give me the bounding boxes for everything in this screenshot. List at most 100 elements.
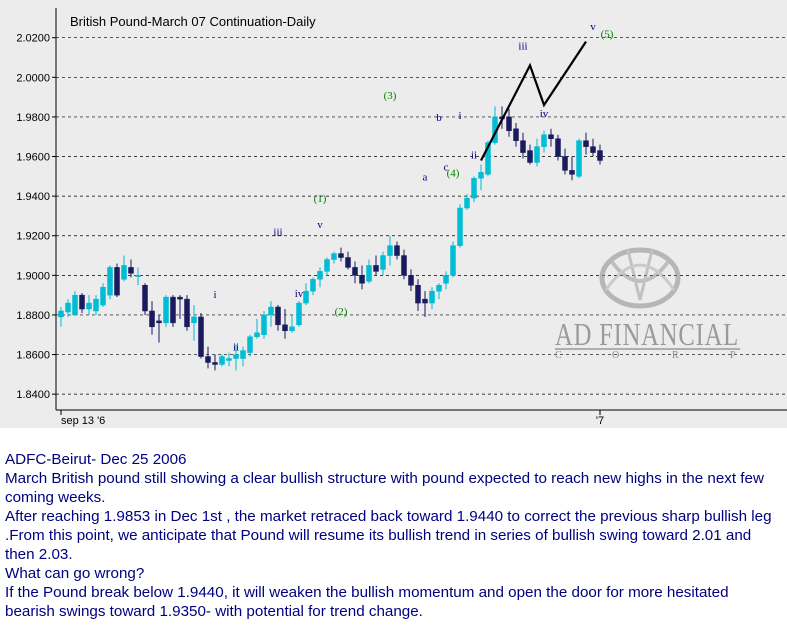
candle	[555, 134, 561, 161]
candle	[590, 138, 596, 157]
candle-body-up	[310, 279, 316, 292]
candle	[401, 249, 407, 280]
wave-label: i	[213, 289, 216, 301]
candle-body-up	[485, 142, 491, 175]
candle	[387, 235, 393, 266]
candle	[198, 312, 204, 359]
candle	[471, 176, 477, 203]
candle	[261, 310, 267, 339]
candle	[429, 287, 435, 310]
wave-label: iv	[540, 108, 549, 120]
candle	[310, 277, 316, 296]
candle-body-up	[247, 336, 253, 353]
candle	[128, 259, 134, 278]
commentary-line-2: After reaching 1.9853 in Dec 1st , the m…	[5, 508, 772, 563]
candle-body-down	[352, 267, 358, 276]
candle	[331, 251, 337, 264]
candle	[324, 257, 330, 276]
candle	[247, 334, 253, 357]
y-tick-label: 2.0200	[16, 33, 50, 45]
y-tick-label: 1.8400	[16, 389, 50, 401]
candle-body-up	[429, 290, 435, 304]
candle-body-up	[471, 178, 477, 199]
candle-body-up	[317, 271, 323, 280]
candle	[548, 128, 554, 147]
y-tick-label: 1.9600	[16, 152, 50, 164]
candle-body-up	[72, 294, 78, 316]
commentary-panel: ADFC-Beirut- Dec 25 2006 March British p…	[0, 428, 787, 642]
logo-letter-o: O	[612, 350, 619, 361]
wave-label: v	[590, 21, 596, 33]
candle-body-up	[296, 302, 302, 326]
candle-body-down	[156, 320, 162, 324]
candle-body-down	[520, 140, 526, 153]
candle-body-up	[380, 255, 386, 270]
candle-body-up	[366, 265, 372, 282]
candle-body-down	[114, 267, 120, 296]
candle-body-up	[436, 284, 442, 292]
candle-body-down	[506, 116, 512, 132]
candle	[219, 354, 225, 367]
candle	[373, 255, 379, 276]
y-tick-label: 1.8600	[16, 350, 50, 362]
candle-body-up	[86, 302, 92, 310]
wave-label: iv	[295, 288, 304, 300]
candle	[338, 247, 344, 262]
candle	[86, 295, 92, 315]
x-axis: sep 13 '6 '7	[60, 410, 604, 427]
candle	[534, 138, 540, 167]
candle	[408, 269, 414, 292]
wave-label: v	[317, 219, 323, 231]
candle-body-down	[142, 284, 148, 312]
ad-financial-logo: AD FINANCIAL C O R P	[555, 247, 740, 361]
candle	[65, 299, 71, 317]
candle-body-up	[58, 310, 64, 318]
logo-text: AD FINANCIAL	[555, 316, 739, 352]
candle-body-up	[541, 134, 547, 147]
candle-body-up	[443, 275, 449, 284]
x-tick-label: sep 13 '6	[61, 415, 105, 427]
candle-body-up	[576, 140, 582, 177]
candle	[457, 204, 463, 248]
candle	[443, 271, 449, 290]
candle-body-down	[205, 356, 211, 363]
candle-body-down	[408, 275, 414, 286]
logo-emblem	[599, 247, 681, 309]
candle	[513, 122, 519, 147]
candle	[79, 293, 85, 313]
candle	[576, 138, 582, 179]
y-tick-label: 1.9000	[16, 270, 50, 282]
candle-body-up	[121, 265, 127, 280]
candle	[562, 148, 568, 175]
commentary-line-4: If the Pound break below 1.9440, it will…	[5, 584, 729, 620]
candle	[100, 283, 106, 308]
candle	[506, 108, 512, 137]
candle	[583, 132, 589, 155]
candle	[233, 344, 239, 371]
candle-body-up	[93, 298, 99, 312]
candle	[296, 301, 302, 327]
candle	[464, 194, 470, 210]
candle	[205, 346, 211, 369]
commentary-header: ADFC-Beirut- Dec 25 2006	[5, 451, 187, 468]
candle-body-down	[149, 310, 155, 328]
candle	[317, 267, 323, 288]
candle	[177, 295, 183, 319]
wave-label: i	[458, 110, 461, 122]
candle	[184, 295, 190, 331]
candle-body-down	[422, 298, 428, 304]
candle	[135, 267, 141, 286]
candle-body-up	[65, 302, 71, 313]
projection-line	[480, 41, 587, 161]
price-chart: British Pound-March 07 Continuation-Dail…	[16, 8, 787, 427]
candle	[156, 314, 162, 343]
candle-body-up	[534, 146, 540, 163]
candle	[394, 241, 400, 260]
candle-body-up	[464, 197, 470, 209]
candle	[114, 263, 120, 298]
candle-body-down	[170, 296, 176, 324]
candle	[352, 261, 358, 284]
candle-body-down	[128, 267, 134, 274]
logo-letter-r: R	[672, 350, 679, 361]
candle	[226, 352, 232, 367]
